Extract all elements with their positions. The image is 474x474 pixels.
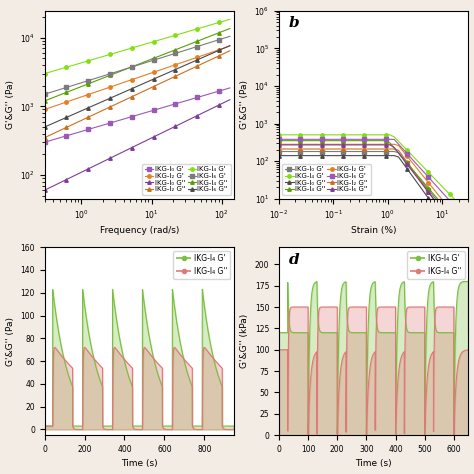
X-axis label: Time (s): Time (s)	[121, 459, 158, 468]
X-axis label: Frequency (rad/s): Frequency (rad/s)	[100, 227, 179, 236]
Y-axis label: G'&G'' (Pa): G'&G'' (Pa)	[240, 80, 249, 129]
Y-axis label: G'&G'' (Pa): G'&G'' (Pa)	[6, 80, 15, 129]
X-axis label: Time (s): Time (s)	[356, 459, 392, 468]
Legend: IKG-I₀ G', IKG-I₄ G', IKG-I₀ G'', IKG-I₄ G'', IKG-I₂ G', IKG-I₆ G', IKG-I₂ G'', : IKG-I₀ G', IKG-I₄ G', IKG-I₀ G'', IKG-I₄…	[283, 164, 371, 195]
Y-axis label: G'&G'' (kPa): G'&G'' (kPa)	[240, 314, 249, 368]
Text: b: b	[288, 17, 299, 30]
X-axis label: Strain (%): Strain (%)	[351, 227, 396, 236]
Legend: IKG-I₄ G', IKG-I₄ G'': IKG-I₄ G', IKG-I₄ G''	[173, 251, 230, 279]
Legend: IKG-I₄ G', IKG-I₄ G'': IKG-I₄ G', IKG-I₄ G''	[407, 251, 465, 279]
Text: d: d	[288, 253, 299, 267]
Legend: IKG-I₀ G', IKG-I₂ G', IKG-I₀ G'', IKG-I₂ G'', IKG-I₄ G', IKG-I₆ G', IKG-I₄ G'', : IKG-I₀ G', IKG-I₂ G', IKG-I₀ G'', IKG-I₂…	[142, 164, 231, 195]
Y-axis label: G'&G'' (Pa): G'&G'' (Pa)	[6, 317, 15, 366]
